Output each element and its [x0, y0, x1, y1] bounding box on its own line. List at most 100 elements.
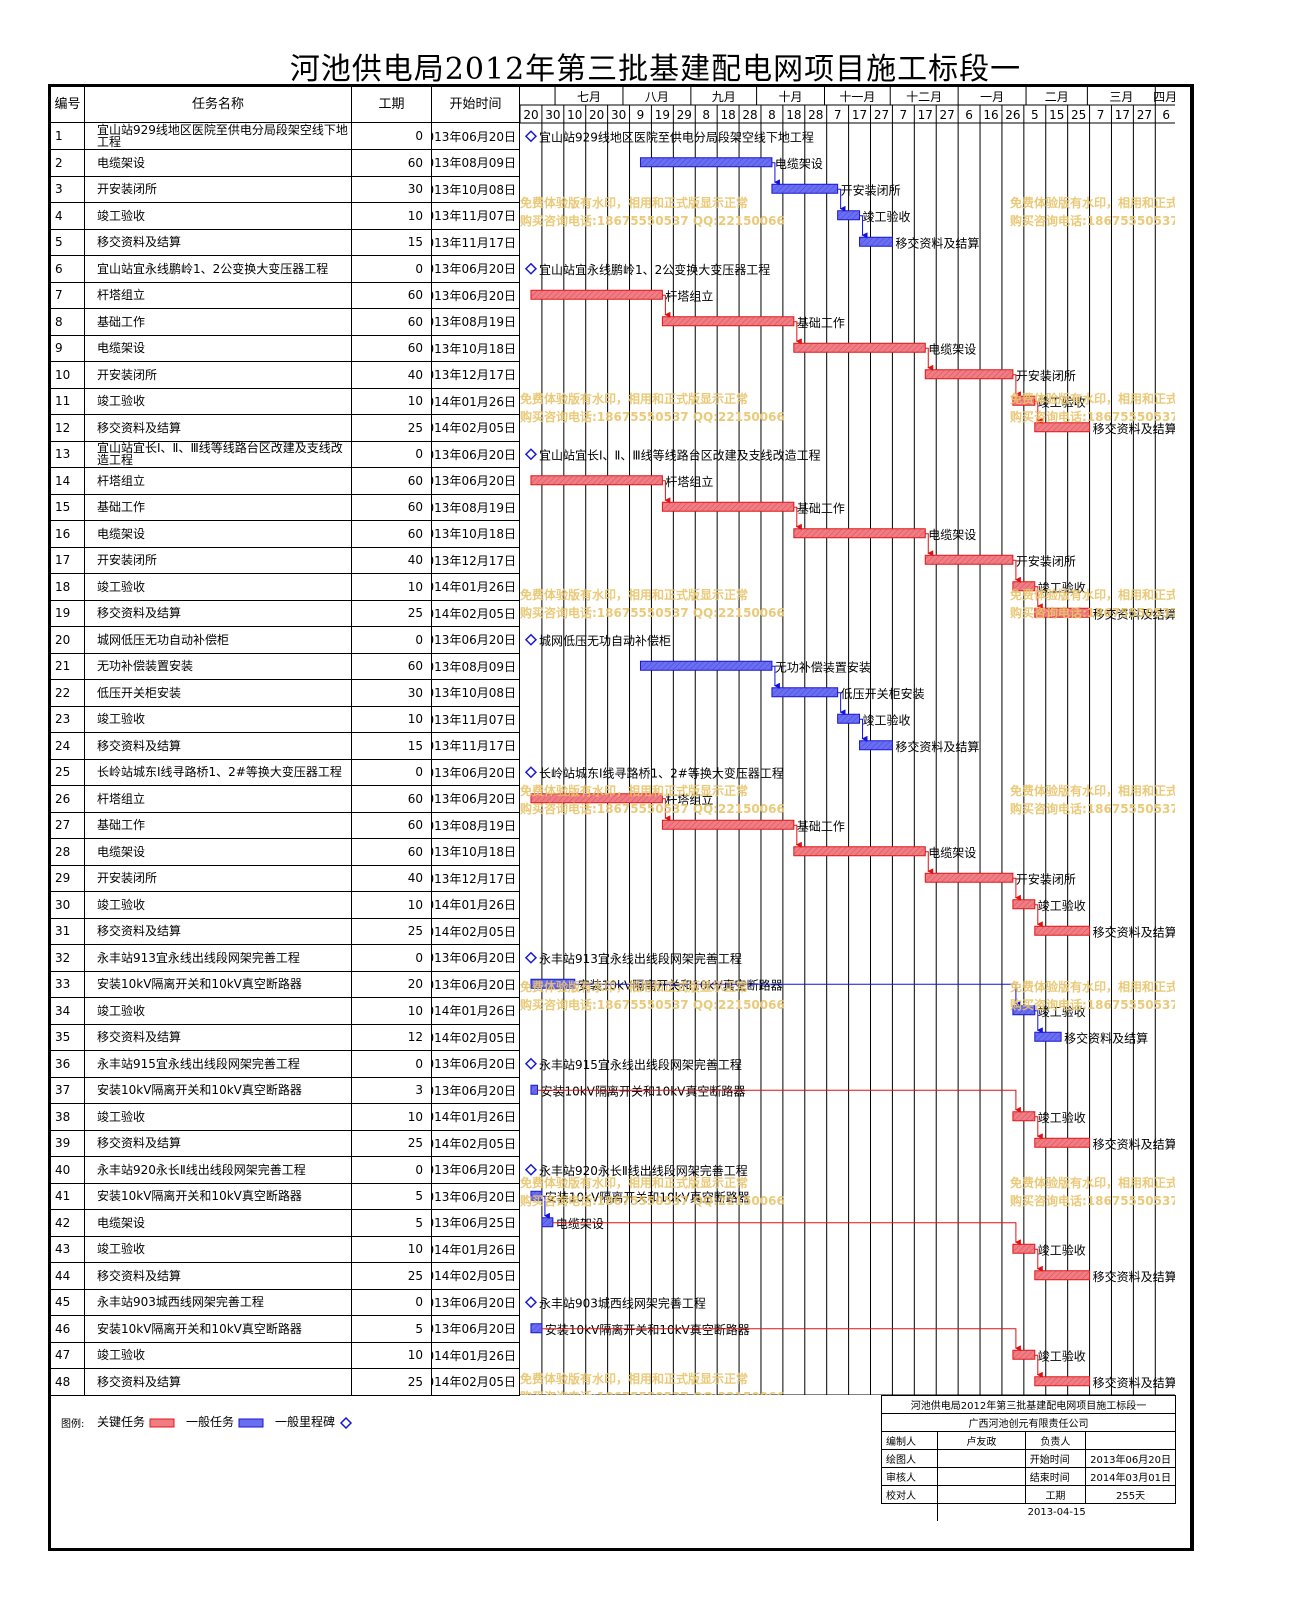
- task-name-text: 基础工作: [97, 500, 146, 514]
- table-row: 37 安装10kV隔离开关和10kV真空断路器 32013年06月20日: [51, 1077, 520, 1104]
- gantt-frame: 编号 任务名称 工期 开始时间 1 宜山站929线地区医院至供电分局段架空线下地工…: [48, 84, 1194, 1551]
- table-row: 27 基础工作 602013年08月19日: [51, 812, 520, 839]
- table-row: 38 竣工验收 102014年01月26日: [51, 1103, 520, 1131]
- task-name: 安装10kV隔离开关和10kV真空断路器: [85, 1315, 352, 1343]
- task-name: 移交资料及结算: [85, 1368, 352, 1396]
- task-id: 15: [51, 494, 85, 521]
- table-row: 40 永丰站920永长Ⅱ线出线段网架完善工程 02013年06月20日: [51, 1156, 520, 1184]
- table-row: 23 竣工验收 102013年11月07日: [51, 706, 520, 733]
- task-start: 2013年11月17日: [432, 732, 520, 760]
- task-duration: 0: [352, 123, 432, 150]
- watermark-line1: 免费体验版有水印，相用和正式版显示正常: [1010, 195, 1175, 210]
- task-name: 基础工作: [85, 494, 352, 521]
- task-duration: 3: [352, 1077, 432, 1104]
- task-name: 移交资料及结算: [85, 229, 352, 256]
- task-start: 2014年02月05日: [432, 1130, 520, 1157]
- task-bar-label: 竣工验收: [1038, 580, 1086, 595]
- day-label: 6: [965, 108, 973, 122]
- task-start: 2013年06月20日: [432, 123, 520, 150]
- task-name: 竣工验收: [85, 891, 352, 919]
- critical-task-bar: [530, 289, 663, 300]
- table-row: 14 杆塔组立 602013年06月20日: [51, 467, 520, 495]
- milestone-label: 宜山站宜长Ⅰ、Ⅱ、Ⅲ线等线路台区改建及支线改造工程: [539, 447, 821, 462]
- task-start: 2013年12月17日: [432, 547, 520, 574]
- day-label: 5: [1031, 108, 1039, 122]
- table-row: 21 无功补偿装置安装 602013年08月09日: [51, 653, 520, 680]
- watermark-line2: 购买咨询电话:18675550537 QQ:22150066: [1010, 605, 1175, 620]
- task-name: 城网低压无功自动补偿柜: [85, 626, 352, 654]
- normal-task-bar: [541, 1217, 554, 1228]
- task-bar-label: 电缆架设: [928, 342, 976, 356]
- task-duration: 60: [352, 282, 432, 309]
- table-row: 26 杆塔组立 602013年06月20日: [51, 785, 520, 813]
- task-name: 长岭站城东Ⅰ线寻路桥1、2#等换大变压器工程: [85, 759, 352, 786]
- day-label: 18: [720, 108, 735, 122]
- day-label: 7: [900, 108, 908, 122]
- task-name: 移交资料及结算: [85, 732, 352, 760]
- task-name: 宜山站宜永线鹏岭1、2公变换大变压器工程: [85, 255, 352, 283]
- table-row: 1 宜山站929线地区医院至供电分局段架空线下地工程02013年06月20日: [51, 123, 520, 150]
- task-id: 6: [51, 255, 85, 283]
- task-duration: 20: [352, 971, 432, 998]
- dependency-link: [1034, 1354, 1043, 1378]
- task-duration: 10: [352, 1103, 432, 1131]
- task-id: 14: [51, 467, 85, 495]
- task-start: 2013年12月17日: [432, 865, 520, 892]
- watermark-line2: 购买咨询电话:18675550537 QQ:22150066: [1010, 801, 1175, 816]
- month-label: 十二月: [906, 90, 942, 104]
- task-duration: 25: [352, 1368, 432, 1396]
- legend-critical-label: 关键任务: [97, 1415, 146, 1429]
- task-start: 2014年02月05日: [432, 1262, 520, 1290]
- day-label: 19: [655, 108, 670, 122]
- task-start: 2013年06月20日: [432, 971, 520, 998]
- task-name-text: 杆塔组立: [97, 791, 146, 806]
- table-row: 41 安装10kV隔离开关和10kV真空断路器 52013年06月20日: [51, 1183, 520, 1210]
- month-label: 九月: [712, 90, 736, 104]
- task-name: 安装10kV隔离开关和10kV真空断路器: [85, 971, 352, 998]
- info-company: 广西河池创元有限责任公司: [881, 1413, 1176, 1432]
- task-bar-label: 基础工作: [797, 501, 845, 515]
- task-id: 32: [51, 944, 85, 972]
- task-bar-label: 移交资料及结算: [1093, 606, 1175, 621]
- milestone-marker: [524, 1296, 538, 1309]
- table-row: 8 基础工作 602013年08月19日: [51, 308, 520, 336]
- task-name: 电缆架设: [85, 520, 352, 548]
- legend: 图例: 关键任务 一般任务 一般里程碑: [51, 1395, 881, 1551]
- month-label: 四月: [1153, 90, 1175, 104]
- task-bar-label: 开安装闭所: [1016, 553, 1076, 568]
- table-row: 33 安装10kV隔离开关和10kV真空断路器 202013年06月20日: [51, 971, 520, 998]
- task-name: 开安装闭所: [85, 176, 352, 203]
- task-name-text: 开安装闭所: [97, 182, 158, 196]
- legend-critical: 关键任务: [97, 1413, 175, 1430]
- day-label: 27: [940, 108, 955, 122]
- day-label: 17: [852, 108, 867, 122]
- task-id: 1: [51, 123, 85, 150]
- table-row: 31 移交资料及结算 252014年02月05日: [51, 918, 520, 945]
- dependency-link: [552, 1222, 1021, 1246]
- normal-task-bar: [639, 157, 773, 168]
- day-label: 18: [786, 108, 801, 122]
- task-start: 2014年02月05日: [432, 600, 520, 627]
- month-label: 八月: [645, 90, 669, 104]
- task-name: 宜山站929线地区医院至供电分局段架空线下地工程: [85, 123, 352, 150]
- watermark-line1: 免费体验版有水印，相用和正式版显示正常: [1010, 391, 1175, 406]
- critical-task-bar: [1034, 1376, 1091, 1387]
- task-name-text: 移交资料及结算: [97, 924, 182, 938]
- legend-critical-swatch: [149, 1418, 175, 1427]
- task-bar-label: 竣工验收: [1038, 1242, 1086, 1257]
- page-title: 河池供电局2012年第三批基建配电网项目施工标段一: [289, 52, 1022, 87]
- task-bar-label: 竣工验收: [1038, 1004, 1086, 1019]
- task-duration: 60: [352, 785, 432, 813]
- table-row: 45 永丰站903城西线网架完善工程 02013年06月20日: [51, 1289, 520, 1316]
- task-name-text: 竣工验收: [97, 208, 146, 223]
- day-label: 8: [702, 108, 710, 122]
- info-date: 2013-04-15: [936, 1503, 1176, 1521]
- critical-task-bar: [793, 342, 926, 353]
- task-bar-label: 电缆架设: [928, 528, 976, 542]
- table-row: 30 竣工验收 102014年01月26日: [51, 891, 520, 919]
- task-duration: 0: [352, 1156, 432, 1184]
- task-id: 31: [51, 918, 85, 945]
- task-duration: 60: [352, 467, 432, 495]
- info-start: 2013年06月20日: [1085, 1449, 1176, 1468]
- task-duration: 60: [352, 308, 432, 336]
